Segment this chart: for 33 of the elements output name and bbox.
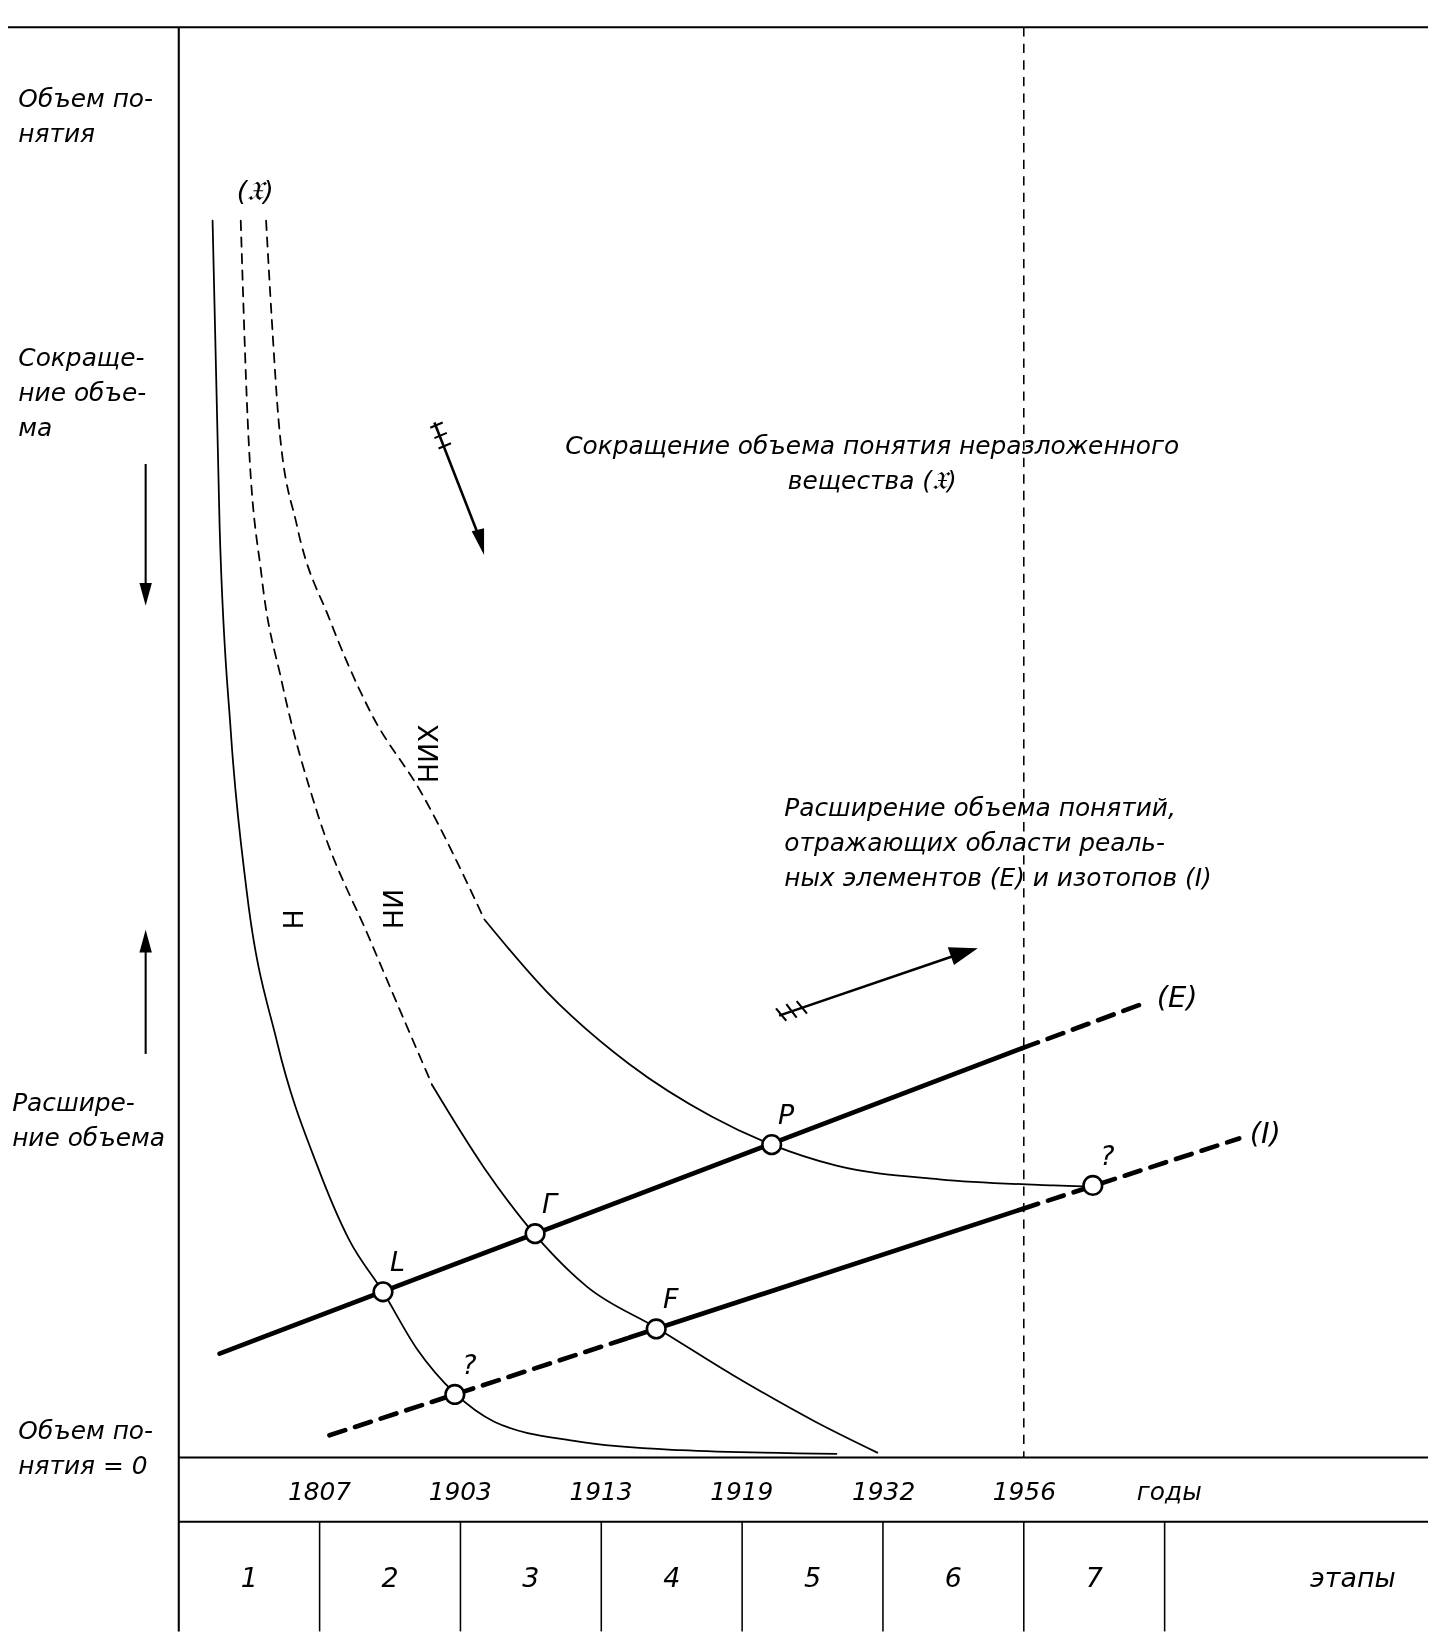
- text: Н: [277, 909, 309, 930]
- text: 1956: [992, 1476, 1056, 1506]
- annotation: L: [389, 1246, 405, 1278]
- annotation: ?: [1100, 1139, 1115, 1171]
- text: НИ: [378, 888, 410, 930]
- annotation: Г: [542, 1187, 560, 1219]
- x-tick-label: 1: [240, 1561, 258, 1593]
- annotation: (𝔛): [236, 175, 274, 207]
- text: Расшире- ние объема: [12, 1087, 165, 1153]
- x-tick-label: 5: [803, 1561, 822, 1593]
- x-tick-label: 4: [663, 1561, 681, 1593]
- annotation: Расширение объема понятий, отражающих области реаль- ных элементов (E) и изотопов (I): [784, 792, 1212, 893]
- text: Объем по- нятия: [18, 83, 154, 149]
- x-tick-label: 2: [381, 1561, 399, 1593]
- text: 1903: [428, 1476, 492, 1506]
- text: 1913: [569, 1476, 633, 1506]
- annotation: F: [662, 1283, 679, 1315]
- text: Объем по- нятия = 0: [18, 1415, 154, 1481]
- series-label: (E): [1156, 979, 1198, 1014]
- series-label: (I): [1249, 1115, 1281, 1150]
- text: 1807: [287, 1476, 352, 1506]
- text: Сокраще- ние объе- ма: [18, 342, 147, 443]
- text: 1932: [852, 1476, 916, 1506]
- annotation: ?: [462, 1348, 477, 1380]
- annotation: P: [778, 1098, 796, 1130]
- text: годы: [1136, 1476, 1202, 1506]
- annotation: Сокращение объема понятия неразложенного вещества (𝔛): [565, 430, 1180, 495]
- x-axis-title: этапы: [1310, 1561, 1396, 1593]
- x-tick-label: 3: [522, 1561, 540, 1593]
- text: НИХ: [412, 724, 444, 784]
- x-tick-label: 7: [1085, 1561, 1103, 1593]
- text: 1919: [710, 1476, 774, 1506]
- x-tick-label: 6: [944, 1561, 962, 1593]
